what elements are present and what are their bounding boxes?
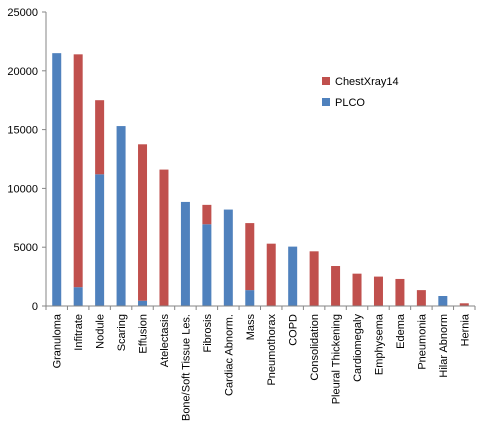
bar-chestxray14-9 — [245, 223, 255, 291]
bar-plco-11 — [288, 246, 298, 306]
bar-plco-3 — [116, 126, 126, 307]
bar-chestxray14-12 — [309, 251, 319, 306]
bar-chestxray14-17 — [416, 290, 426, 306]
bar-chestxray14-7 — [202, 204, 212, 225]
bar-chestxray14-15 — [373, 276, 383, 306]
bar-chestxray14-4 — [138, 144, 148, 301]
x-tick-label: Edema — [395, 313, 407, 349]
legend: ChestXray14 PLCO — [322, 76, 399, 109]
x-tick-label: Atelectasis — [159, 314, 171, 368]
x-tick-label: COPD — [288, 314, 300, 346]
y-tick-label: 5000 — [14, 242, 38, 254]
y-tick-label: 0 — [32, 301, 38, 313]
x-tick-label: Mass — [245, 314, 257, 341]
x-tick-label: Pneumonia — [416, 313, 428, 370]
y-tick-label: 10000 — [7, 183, 38, 195]
x-tick-label: Hernia — [459, 313, 471, 346]
x-tick-label: Cardiac Abnorm. — [223, 314, 235, 396]
x-tick-label: Nodule — [95, 314, 107, 349]
bar-plco-18 — [438, 296, 448, 306]
x-tick-label: Bone/Soft Tissue Les. — [180, 314, 192, 421]
x-tick-label: Emphysema — [373, 313, 385, 375]
bar-plco-4 — [138, 300, 148, 306]
bar-chestxray14-2 — [95, 100, 105, 175]
bar-plco-9 — [245, 290, 255, 306]
bar-chestxray14-19 — [459, 303, 469, 306]
x-tick-label: Consolidation — [309, 314, 321, 381]
y-tick-label: 15000 — [7, 125, 38, 137]
y-tick-label: 20000 — [7, 66, 38, 78]
x-tick-label: Scaring — [116, 314, 128, 351]
bar-chestxray14-13 — [331, 266, 341, 306]
legend-swatch-chestxray14 — [322, 77, 330, 85]
bars — [52, 53, 469, 307]
bar-chestxray14-5 — [159, 169, 169, 306]
bar-plco-2 — [95, 174, 105, 306]
bar-chestxray14-1 — [73, 54, 83, 288]
x-tick-label: Fibrosis — [202, 314, 214, 353]
x-tick-label: Pneumothorax — [266, 314, 278, 386]
x-tick-label: Cardiomegaly — [352, 314, 364, 382]
bar-chestxray14-10 — [266, 243, 276, 306]
legend-label-plco: PLCO — [335, 97, 365, 109]
bar-chestxray14-14 — [352, 273, 362, 306]
y-axis: 0 5000 10000 15000 20000 25000 — [7, 7, 47, 313]
x-tick-label: Hilar Abnorm — [438, 314, 450, 378]
bar-plco-7 — [202, 224, 212, 306]
bar-plco-8 — [223, 209, 233, 306]
x-tick-label: Granuloma — [52, 313, 64, 368]
bar-plco-1 — [73, 287, 83, 306]
legend-swatch-plco — [322, 98, 330, 106]
x-tick-label: Effusion — [138, 314, 150, 354]
x-axis: Granuloma Infitrate Nodule Scaring Effusion A… — [45, 305, 476, 421]
x-tick-label: Pleural Thickening — [331, 314, 343, 404]
y-tick-label: 25000 — [7, 7, 38, 19]
x-tick-label: Infitrate — [73, 314, 85, 351]
legend-label-chestxray14: ChestXray14 — [335, 76, 399, 88]
bar-chestxray14-16 — [395, 278, 405, 306]
bar-plco-6 — [180, 201, 190, 306]
bar-plco-0 — [52, 53, 62, 306]
